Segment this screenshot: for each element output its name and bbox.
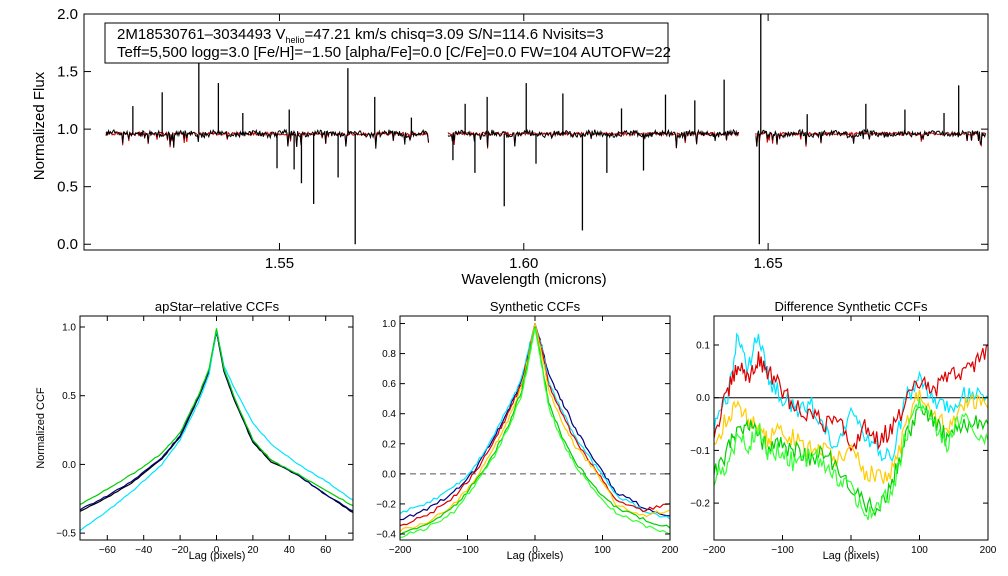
y-tick-label: 0.6 xyxy=(382,379,396,390)
spectrum-info-line2: Teff=5,500 logg=3.0 [Fe/H]=−1.50 [alpha/… xyxy=(117,44,671,61)
y-tick-label: 1.0 xyxy=(62,322,76,333)
ccf-series-green xyxy=(713,406,989,517)
difference-ccf-panel: Difference Synthetic CCFs −200 −100 0 100 20… xyxy=(690,299,997,562)
y-tick-label: 1.0 xyxy=(382,319,396,330)
y-tick-label: 2.0 xyxy=(57,6,78,23)
x-tick-label: 1.65 xyxy=(754,255,783,272)
y-tick-label: 0.1 xyxy=(696,340,710,351)
y-tick-label: 0.0 xyxy=(382,469,396,480)
y-tick-label: −0.4 xyxy=(376,529,396,540)
y-tick-label: 0.8 xyxy=(382,349,396,360)
x-tick-label: 40 xyxy=(284,545,296,556)
spectrum-y-axis-label: Normalized Flux xyxy=(31,71,48,180)
ccf-series-yellow xyxy=(713,389,989,485)
spectrum-x-axis-label: Wavelength (microns) xyxy=(461,271,606,288)
x-tick-label: −20 xyxy=(172,545,189,556)
y-tick-label: 0.0 xyxy=(57,236,78,253)
x-tick-label: 0 xyxy=(214,545,220,556)
x-tick-label: 100 xyxy=(594,545,611,556)
y-tick-label: −0.1 xyxy=(690,446,710,457)
apstar-ccf-y-axis-label: Normalized CCF xyxy=(35,387,47,469)
x-tick-label: −200 xyxy=(703,545,726,556)
x-tick-label: 100 xyxy=(911,545,928,556)
synthetic-ccf-title: Synthetic CCFs xyxy=(490,299,581,314)
x-tick-label: −100 xyxy=(456,545,479,556)
observed-spectrum-line xyxy=(755,128,987,147)
x-tick-label: 0 xyxy=(848,545,854,556)
ccf-series-lime xyxy=(399,327,671,539)
synthetic-ccf-panel: Synthetic CCFs −200 −100 0 100 200 −0.4 −0.2 0.… xyxy=(376,299,679,562)
ccf-series-cyan xyxy=(713,332,989,463)
x-tick-label: 20 xyxy=(247,545,259,556)
y-tick-label: 0.2 xyxy=(382,439,396,450)
ccf-series-green xyxy=(399,326,671,536)
ccf-series-lime xyxy=(713,398,989,521)
y-tick-label: 1.0 xyxy=(57,121,78,138)
spectrum-panel: 1.55 1.60 1.65 0.0 0.5 1.0 1.5 2.0 2M18530761–3… xyxy=(31,6,989,288)
observed-spectrum-line xyxy=(447,128,739,148)
difference-ccf-title: Difference Synthetic CCFs xyxy=(775,299,928,314)
x-tick-label: 0 xyxy=(532,545,538,556)
x-tick-label: −200 xyxy=(389,545,412,556)
ccf-series-red xyxy=(713,344,989,452)
synthetic-ccf-x-axis-label: Lag (pixels) xyxy=(507,550,564,562)
x-tick-label: 60 xyxy=(320,545,332,556)
x-tick-label: 1.55 xyxy=(265,255,294,272)
y-tick-label: 0.0 xyxy=(62,460,76,471)
y-tick-label: 1.5 xyxy=(57,64,78,81)
x-tick-label: 200 xyxy=(980,545,997,556)
x-tick-label: −60 xyxy=(99,545,116,556)
apstar-ccf-panel: apStar–relative CCFs −60 −40 −20 0 20 40 60 −0.… xyxy=(35,299,354,562)
spectrum-axes-frame xyxy=(83,13,989,251)
ccf-series-yellow xyxy=(399,323,671,533)
x-tick-label: −40 xyxy=(135,545,152,556)
spectrum-info-box xyxy=(104,22,669,64)
y-tick-label: −0.5 xyxy=(56,529,76,540)
ccf-series-green xyxy=(79,328,354,507)
y-tick-label: 0.5 xyxy=(62,391,76,402)
apstar-ccf-title: apStar–relative CCFs xyxy=(155,299,280,314)
apstar-ccf-x-axis-label: Lag (pixels) xyxy=(189,550,246,562)
y-tick-label: 0.4 xyxy=(382,409,396,420)
difference-ccf-x-axis-label: Lag (pixels) xyxy=(823,550,880,562)
y-tick-label: −0.2 xyxy=(690,499,710,510)
spectrum-info-line1: 2M18530761–3034493 Vhelio=47.21 km/s chi… xyxy=(117,26,604,45)
y-tick-label: 0.0 xyxy=(696,393,710,404)
y-tick-label: 0.5 xyxy=(57,179,78,196)
x-tick-label: 200 xyxy=(662,545,679,556)
y-tick-label: −0.2 xyxy=(376,499,396,510)
x-tick-label: 1.60 xyxy=(509,255,538,272)
x-tick-label: −100 xyxy=(771,545,794,556)
